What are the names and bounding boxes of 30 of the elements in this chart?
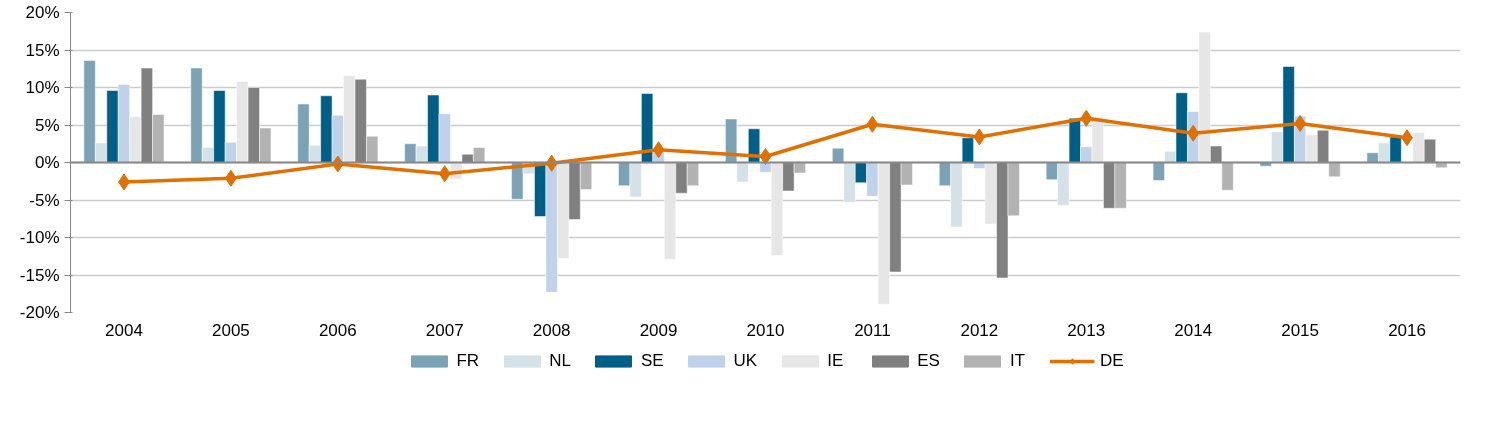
x-tick-label: 2014 (1174, 320, 1213, 340)
x-tick-label: 2010 (746, 320, 785, 340)
y-tick-label: 10% (25, 78, 60, 97)
x-tick-label: 2004 (105, 320, 143, 340)
y-tick-label: -5% (29, 190, 60, 210)
x-tick-label: 2015 (1281, 320, 1320, 340)
y-tick-label: -10% (19, 228, 60, 247)
x-tick-label: 2012 (960, 320, 999, 340)
legend-label: SE (640, 350, 664, 371)
y-tick-label: 0% (34, 153, 60, 172)
y-tick-label: -20% (19, 303, 60, 322)
y-tick-label: 15% (25, 40, 60, 60)
x-tick-label: 2016 (1388, 320, 1426, 340)
x-tick-label: 2013 (1067, 320, 1106, 340)
y-tick-label: 20% (25, 3, 60, 22)
legend-label: ES (917, 350, 940, 371)
legend-label: DE (1099, 350, 1124, 371)
legend-label: UK (733, 350, 758, 371)
y-tick-label: -15% (19, 265, 60, 285)
legend-label: FR (456, 350, 480, 371)
y-tick-label: 5% (34, 115, 60, 135)
legend-label: NL (549, 350, 571, 371)
x-tick-label: 2005 (211, 320, 250, 340)
legend-label: IE (827, 350, 845, 371)
x-tick-label: 2011 (854, 320, 891, 340)
x-tick-label: 2009 (639, 320, 678, 340)
x-tick-label: 2007 (425, 320, 464, 340)
x-tick-label: 2008 (532, 320, 571, 340)
x-tick-label: 2006 (318, 320, 357, 340)
legend-label: IT (1009, 350, 1026, 371)
